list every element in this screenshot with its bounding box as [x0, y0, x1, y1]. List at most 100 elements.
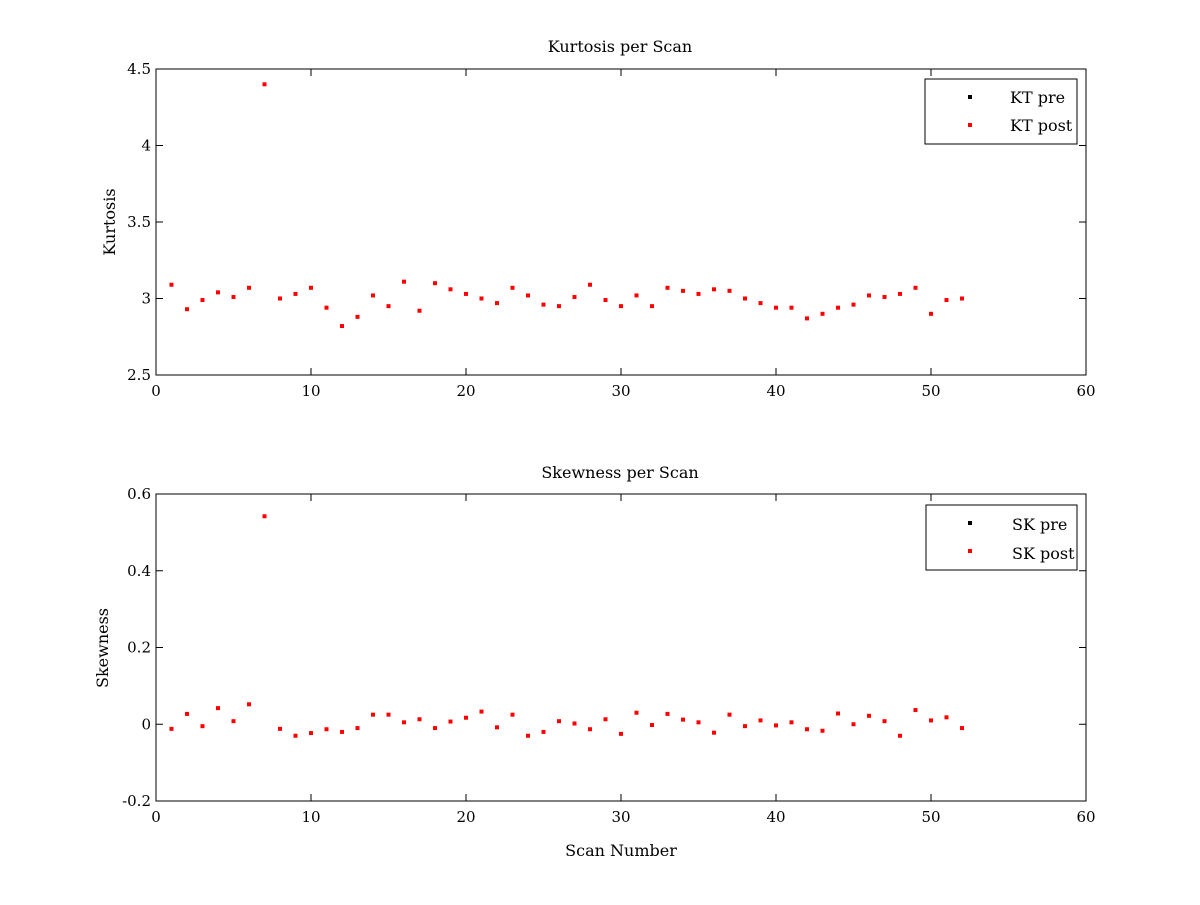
- skewness-legend-marker-pre: [968, 521, 972, 525]
- skewness-point-post: [805, 727, 809, 732]
- skewness-point-post: [479, 709, 484, 714]
- skewness-point-post: [758, 718, 763, 723]
- kurtosis-point-post: [851, 302, 856, 307]
- skewness-point-post: [185, 711, 189, 716]
- kurtosis-point-post: [293, 291, 298, 296]
- kurtosis-point-post: [169, 282, 174, 287]
- kurtosis-ytick-label: 4: [141, 137, 151, 155]
- skewness-point-post: [681, 717, 685, 722]
- kurtosis-point-post: [634, 293, 639, 298]
- kurtosis-point-post: [464, 291, 468, 296]
- skewness-point-post: [355, 726, 360, 731]
- kurtosis-point-post: [929, 311, 933, 316]
- kurtosis-point-post: [417, 308, 422, 313]
- skewness-axes: Skewness per Scan Skewness Scan Number 0…: [93, 463, 1096, 860]
- kurtosis-point-post: [820, 311, 825, 316]
- skewness-point-post: [867, 713, 871, 718]
- kurtosis-point-post: [913, 285, 918, 290]
- kurtosis-ytick-label: 3.5: [127, 213, 151, 231]
- skewness-point-post: [262, 514, 267, 519]
- skewness-point-post: [293, 733, 298, 738]
- skewness-point-post: [603, 717, 608, 722]
- kurtosis-legend-marker-post: [968, 123, 972, 127]
- kurtosis-title: Kurtosis per Scan: [548, 37, 692, 56]
- kurtosis-point-post: [262, 82, 267, 87]
- skewness-legend-box: [925, 504, 1078, 571]
- skewness-point-post: [898, 733, 902, 738]
- skewness-point-post: [944, 715, 949, 720]
- kurtosis-point-post: [278, 296, 282, 301]
- kurtosis-point-post: [836, 305, 840, 310]
- skewness-legend-label-pre: SK pre: [1012, 515, 1067, 534]
- kurtosis-point-post: [774, 305, 778, 310]
- kurtosis-point-post: [340, 324, 344, 329]
- kurtosis-point-post: [371, 293, 375, 298]
- skewness-point-post: [324, 727, 329, 732]
- kurtosis-xtick-label: 40: [766, 382, 785, 400]
- kurtosis-xtick-label: 0: [151, 382, 161, 400]
- skewness-point-post: [402, 720, 406, 725]
- skewness-point-post: [588, 727, 592, 732]
- kurtosis-point-post: [805, 316, 809, 321]
- kurtosis-point-post: [402, 279, 406, 284]
- kurtosis-point-post: [867, 293, 871, 298]
- skewness-point-post: [743, 724, 747, 729]
- skewness-xtick-label: 60: [1076, 808, 1095, 826]
- skewness-point-post: [851, 722, 856, 727]
- kurtosis-xtick-label: 10: [301, 382, 320, 400]
- kurtosis-point-post: [526, 293, 530, 298]
- kurtosis-ytick-label: 3: [141, 290, 151, 308]
- kurtosis-point-post: [309, 285, 313, 290]
- skewness-point-post: [913, 708, 918, 713]
- kurtosis-point-post: [712, 287, 716, 292]
- kurtosis-point-post: [681, 288, 685, 293]
- kurtosis-point-post: [758, 301, 763, 306]
- kurtosis-xtick-label: 30: [611, 382, 630, 400]
- skewness-xtick-label: 20: [456, 808, 475, 826]
- kurtosis-point-post: [944, 298, 949, 303]
- kurtosis-xtick-label: 60: [1076, 382, 1095, 400]
- kurtosis-point-post: [433, 281, 437, 286]
- skewness-xtick-label: 10: [301, 808, 320, 826]
- skewness-ytick-label: 0.2: [127, 639, 151, 657]
- skewness-point-post: [665, 711, 670, 716]
- kurtosis-point-post: [231, 294, 236, 299]
- skewness-point-post: [231, 719, 236, 724]
- kurtosis-points: [169, 82, 964, 329]
- skewness-ytick-label: 0.4: [127, 562, 151, 580]
- skewness-y-ticks: -0.2 0 0.2 0.4 0.6: [122, 485, 1086, 810]
- skewness-point-post: [309, 731, 313, 736]
- kurtosis-point-post: [665, 285, 670, 290]
- skewness-point-post: [820, 728, 825, 733]
- kurtosis-point-post: [216, 290, 220, 295]
- kurtosis-point-post: [960, 296, 964, 301]
- kurtosis-point-post: [603, 298, 608, 303]
- skewness-point-post: [650, 723, 654, 728]
- kurtosis-legend-box: [924, 78, 1078, 145]
- skewness-point-post: [371, 712, 375, 717]
- skewness-xtick-label: 0: [151, 808, 161, 826]
- kurtosis-point-post: [247, 285, 251, 290]
- kurtosis-legend-marker-pre: [968, 95, 972, 99]
- skewness-point-post: [960, 726, 964, 731]
- kurtosis-xtick-label: 50: [921, 382, 940, 400]
- skewness-ytick-label: 0: [141, 715, 151, 733]
- kurtosis-point-post: [650, 304, 654, 309]
- kurtosis-point-post: [898, 291, 902, 296]
- kurtosis-point-post: [386, 304, 391, 309]
- kurtosis-point-post: [619, 304, 623, 309]
- skewness-point-post: [495, 725, 499, 730]
- kurtosis-point-post: [324, 305, 329, 310]
- skewness-point-post: [727, 712, 732, 717]
- kurtosis-point-post: [557, 304, 561, 309]
- skewness-point-post: [278, 726, 282, 731]
- skewness-point-post: [448, 719, 453, 724]
- kurtosis-xtick-label: 20: [456, 382, 475, 400]
- skewness-legend: SK pre SK post: [925, 504, 1078, 571]
- kurtosis-ytick-label: 2.5: [127, 366, 151, 384]
- kurtosis-point-post: [495, 301, 499, 306]
- skewness-points: [169, 514, 964, 738]
- skewness-point-post: [464, 715, 468, 720]
- skewness-xtick-label: 30: [611, 808, 630, 826]
